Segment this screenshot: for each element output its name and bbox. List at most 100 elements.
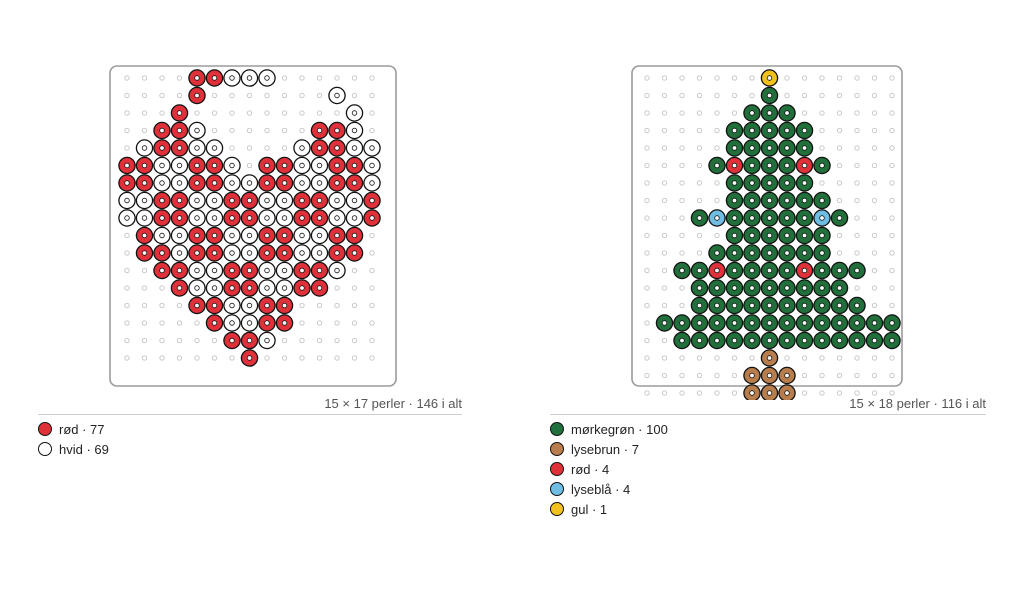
empty-peg [871,75,878,81]
bead-light-brown [743,366,761,385]
empty-peg [316,320,323,326]
empty-peg [351,75,358,81]
bead-dark-green [760,174,779,192]
bead-dark-green [778,139,796,157]
bead-yellow [760,69,779,87]
empty-peg [369,302,375,309]
empty-peg [246,92,253,99]
legend-label: mørkegrøn · 100 [571,421,668,437]
bead-pattern-1: 15 × 17 perler · 146 i alt rød · 77 hvid … [38,65,462,457]
bead-dark-green [813,279,831,297]
legend-label: lysebrun · 7 [571,441,639,457]
empty-peg [124,110,130,116]
empty-peg [889,372,895,379]
bead-red [153,261,171,280]
empty-peg [836,197,843,204]
empty-peg [714,92,720,99]
empty-peg [871,162,878,169]
empty-peg [871,232,878,239]
empty-peg [369,355,375,361]
bead-red [135,226,154,245]
empty-peg [661,92,668,99]
empty-peg [836,180,843,186]
empty-peg [889,92,895,99]
empty-peg [819,390,825,396]
empty-peg [854,75,860,81]
bead-red [725,156,744,175]
empty-peg [696,232,703,239]
empty-peg [176,320,183,326]
bead-dark-green [743,121,761,140]
empty-peg [696,110,703,116]
bead-white [118,191,136,210]
bead-red [363,209,381,227]
empty-peg [836,145,843,151]
bead-white [328,191,346,210]
empty-peg [281,145,288,151]
empty-peg [661,127,668,134]
empty-peg [176,302,183,309]
bead-red [153,191,171,210]
bead-red [293,261,311,280]
empty-peg [644,127,650,134]
bead-dark-green [760,279,779,297]
bead-dark-green [848,261,866,280]
empty-peg [661,267,668,274]
bead-red [170,279,189,297]
empty-peg [731,372,738,379]
bead-dark-green [865,314,884,332]
bead-dark-green [778,174,796,192]
bead-dark-green [795,174,814,192]
empty-peg [696,197,703,204]
bead-red [153,139,171,157]
bead-red [205,244,224,262]
bead-white [135,191,154,210]
bead-dark-green [743,191,761,210]
empty-peg [871,110,878,116]
bead-red [258,174,276,192]
empty-peg [731,355,738,361]
bead-red [153,244,171,262]
bead-white [205,261,224,280]
empty-peg [819,75,825,81]
bead-white [328,209,346,227]
empty-peg [644,162,650,169]
empty-peg [194,337,200,344]
bead-dark-green [743,226,761,245]
empty-peg [176,75,183,81]
bead-red [188,69,206,87]
bead-dark-green [690,331,709,350]
empty-peg [661,232,668,239]
empty-peg [661,75,668,81]
bead-dark-green [883,331,901,350]
empty-peg [889,285,895,291]
empty-peg [679,145,685,151]
empty-peg [264,145,270,151]
legend-label: hvid · 69 [59,441,109,457]
bead-light-brown [760,349,779,367]
bead-dark-green [830,209,849,227]
empty-peg [644,320,650,326]
bead-dark-green [743,331,761,350]
bead-dark-green [743,139,761,157]
bead-white [258,191,276,210]
bead-dark-green [795,191,814,210]
bead-red [170,261,189,280]
bead-dark-green [743,104,761,122]
bead-dark-green [778,296,796,315]
bead-dark-green [673,314,691,332]
bead-white [135,139,154,157]
empty-peg [661,355,668,361]
bead-dark-green [655,314,674,332]
bead-dark-green [690,261,709,280]
empty-peg [749,355,755,361]
bead-light-blue [813,209,831,227]
bead-dark-green [760,244,779,262]
empty-peg [679,285,685,291]
empty-peg [644,215,650,221]
bead-white [310,226,329,245]
empty-peg [679,372,685,379]
bead-red [188,296,206,315]
bead-dark-green [795,121,814,140]
empty-peg [871,390,878,396]
